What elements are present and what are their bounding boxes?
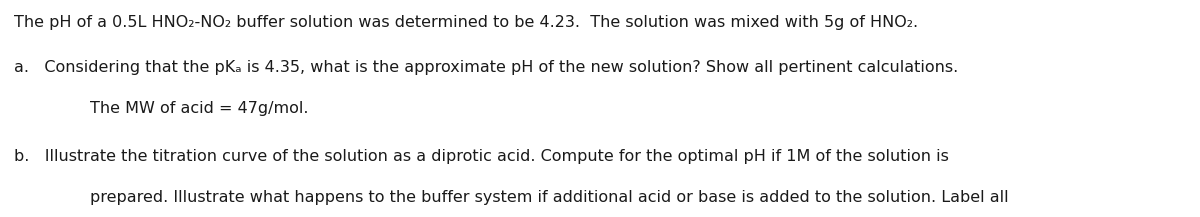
Text: prepared. Illustrate what happens to the buffer system if additional acid or bas: prepared. Illustrate what happens to the… [90, 190, 1009, 205]
Text: The MW of acid = 47g/mol.: The MW of acid = 47g/mol. [90, 101, 308, 116]
Text: a.   Considering that the pKₐ is 4.35, what is the approximate pH of the new sol: a. Considering that the pKₐ is 4.35, wha… [14, 60, 959, 75]
Text: The pH of a 0.5L HNO₂-NO₂ buffer solution was determined to be 4.23.  The soluti: The pH of a 0.5L HNO₂-NO₂ buffer solutio… [14, 15, 918, 30]
Text: b.   Illustrate the titration curve of the solution as a diprotic acid. Compute : b. Illustrate the titration curve of the… [14, 149, 949, 164]
